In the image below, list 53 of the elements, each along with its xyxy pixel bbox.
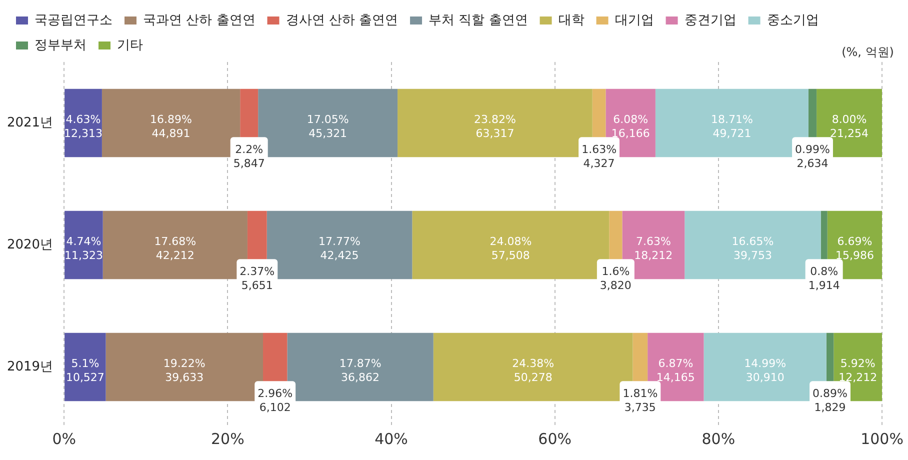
legend-label: 경사연 산하 출연연 [286, 12, 398, 28]
data-label: 23.82% 63,317 [474, 112, 516, 140]
data-label: 18.71% 49,721 [710, 112, 753, 140]
y-tick-label: 2020년 [6, 237, 54, 252]
data-label: 6.87% 14,165 [656, 356, 695, 384]
data-label: 4.63% 12,313 [64, 112, 103, 140]
legend-label: 국과연 산하 출연연 [143, 12, 256, 28]
data-label: 1.63% 4,327 [582, 143, 617, 170]
legend-label: 기타 [117, 38, 143, 53]
legend-label: 부처 직할 출연연 [428, 12, 528, 28]
data-label: 17.05% 45,321 [306, 112, 349, 140]
bar [64, 210, 103, 280]
x-tick-label: 20% [210, 430, 244, 448]
y-tick-label: 2019년 [6, 359, 54, 374]
data-label: 2.37% 5,651 [240, 265, 275, 292]
data-label: 0.89% 1,829 [812, 387, 848, 414]
data-label: 7.63% 18,212 [634, 234, 673, 262]
y-tick-label: 2021년 [6, 115, 54, 130]
data-label: 4.74% 11,323 [64, 234, 103, 262]
data-label: 17.87% 36,862 [339, 356, 382, 384]
data-label: 24.38% 50,278 [512, 356, 554, 384]
data-label: 5.1% 10,527 [66, 356, 104, 384]
x-tick-label: 40% [374, 430, 408, 448]
data-label: 1.81% 3,735 [622, 387, 658, 414]
data-label: 0.99% 2,634 [795, 143, 830, 170]
bar [64, 88, 102, 158]
bar [64, 332, 106, 402]
x-tick-label: 80% [702, 430, 736, 448]
data-label: 6.69% 15,986 [835, 234, 874, 262]
text: (%, 억원) [842, 44, 894, 61]
x-tick-label: 60% [538, 430, 572, 448]
data-label: 19.22% 39,633 [163, 356, 206, 384]
legend-label: 중견기업 [684, 12, 736, 28]
data-label: 16.89% 44,891 [150, 112, 192, 140]
data-label: 14.99% 30,910 [744, 356, 786, 384]
data-label: 5.92% 12,212 [838, 356, 878, 384]
data-label: 17.77% 42,425 [318, 234, 360, 262]
data-label: 8.00% 21,254 [830, 112, 869, 140]
legend-label: 중소기업 [766, 12, 819, 28]
data-label: 16.65% 39,753 [732, 234, 774, 262]
data-label: 24.08% 57,508 [490, 234, 532, 262]
data-label: 17.68% 42,212 [154, 234, 196, 262]
legend-label: 대기업 [614, 12, 654, 28]
data-label: 6.08% 16,166 [611, 112, 650, 140]
data-label: 2.96% 6,102 [258, 387, 293, 414]
data-label: 2.2% 5,847 [233, 143, 265, 170]
legend-label: 대학 [558, 12, 584, 28]
legend-label: 정부부처 [34, 38, 86, 53]
data-label: 1.6% 3,820 [600, 265, 632, 292]
x-tick-label: 0% [52, 430, 76, 448]
x-tick-label: 100% [860, 430, 904, 448]
legend-label: 국공립연구소 [34, 12, 112, 28]
data-label: 0.8% 1,914 [808, 265, 840, 292]
